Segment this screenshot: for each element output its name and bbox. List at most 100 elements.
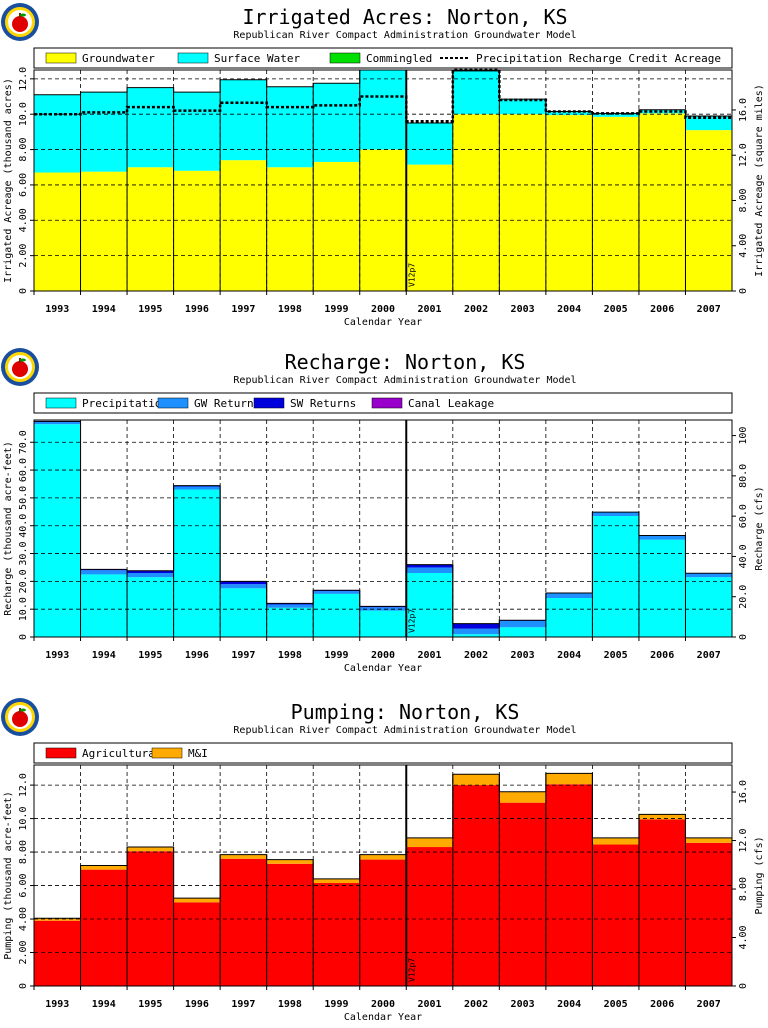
y-tick-label: 12.0 bbox=[18, 773, 29, 797]
plot-frame bbox=[33, 419, 733, 638]
y-tick-label: 6.00 bbox=[18, 873, 29, 897]
bar-segment bbox=[173, 898, 221, 903]
x-tick-label: 2002 bbox=[464, 650, 488, 661]
x-tick-label: 2003 bbox=[511, 650, 535, 661]
y-tick-label: 2.00 bbox=[18, 940, 29, 964]
legend-label: Groundwater bbox=[82, 52, 155, 65]
bar-segment bbox=[406, 164, 453, 291]
bar-segment bbox=[638, 113, 686, 291]
y-tick-label: 60.0 bbox=[18, 458, 29, 482]
x-tick-label: 1998 bbox=[278, 650, 302, 661]
bar-segment bbox=[173, 486, 221, 490]
bar-segment bbox=[359, 859, 407, 986]
bar-segment bbox=[127, 570, 174, 574]
x-tick-label: 1995 bbox=[138, 304, 162, 315]
x-tick-label: 1999 bbox=[324, 650, 348, 661]
y-tick-label: 10.0 bbox=[18, 102, 29, 126]
y2-tick-label: 0 bbox=[738, 634, 749, 640]
y2-tick-label: 20.0 bbox=[738, 585, 749, 609]
y2-axis-title: Irrigated Acreage (square miles) bbox=[754, 84, 765, 277]
legend-box bbox=[33, 742, 733, 764]
chart-title: Pumping: Norton, KS bbox=[291, 700, 520, 724]
y2-tick-label: 60.0 bbox=[738, 504, 749, 528]
y-tick-label: 0 bbox=[18, 983, 29, 989]
x-tick-label: 2007 bbox=[697, 304, 721, 315]
x-tick-label: 2002 bbox=[464, 304, 488, 315]
bar-segment bbox=[220, 581, 267, 585]
apple-logo-icon bbox=[1, 3, 39, 41]
y-axis-title: Recharge (thousand acre-feet) bbox=[3, 441, 14, 616]
bar-segment bbox=[452, 114, 500, 291]
x-tick-label: 1996 bbox=[185, 650, 209, 661]
x-tick-label: 2005 bbox=[604, 304, 628, 315]
apple-logo-icon bbox=[1, 348, 39, 386]
chart-title: Irrigated Acres: Norton, KS bbox=[242, 5, 567, 29]
legend-swatch bbox=[329, 52, 361, 64]
y-axis-title: Pumping (thousand acre-feet) bbox=[3, 791, 14, 960]
x-tick-label: 2006 bbox=[650, 999, 674, 1010]
bar-segment bbox=[685, 130, 732, 291]
bar-segment bbox=[452, 634, 500, 637]
bar-segment bbox=[499, 627, 546, 637]
bar-segment bbox=[220, 160, 267, 291]
y-tick-label: 10.0 bbox=[18, 807, 29, 831]
bar-segment bbox=[638, 819, 686, 986]
bar-segment bbox=[220, 588, 267, 637]
legend-swatch bbox=[157, 397, 189, 409]
logo-apple bbox=[12, 361, 28, 377]
y-tick-label: 4.00 bbox=[18, 907, 29, 931]
x-tick-label: 2004 bbox=[557, 999, 581, 1010]
logo-apple-leaf bbox=[20, 358, 26, 362]
bar-segment bbox=[266, 86, 314, 168]
bar-segment bbox=[266, 607, 314, 637]
logo-apple-stem bbox=[19, 708, 21, 713]
y-axis-title: Irrigated Acreage (thousand acres) bbox=[3, 78, 14, 283]
bar-segment bbox=[313, 83, 360, 162]
version-marker-label: V12p7 bbox=[407, 609, 416, 633]
x-tick-label: 2000 bbox=[371, 999, 395, 1010]
bar-segment bbox=[313, 593, 360, 637]
legend-box bbox=[33, 47, 733, 69]
bar-segment bbox=[545, 111, 593, 116]
bar-segment bbox=[638, 814, 686, 820]
bar-segment bbox=[80, 570, 128, 575]
bar-segment bbox=[220, 584, 267, 589]
bar-segment bbox=[34, 920, 81, 986]
legend-swatch bbox=[45, 397, 77, 409]
x-tick-label: 2007 bbox=[697, 650, 721, 661]
bar-segment bbox=[266, 863, 314, 986]
y-tick-label: 2.00 bbox=[18, 244, 29, 268]
bar-segment bbox=[220, 854, 267, 859]
legend-swatch bbox=[253, 397, 285, 409]
bar-segment bbox=[266, 167, 314, 291]
apple-logo-icon bbox=[1, 698, 39, 736]
bar-segment bbox=[406, 573, 453, 637]
legend-label: Precipitation bbox=[82, 397, 168, 410]
version-marker-label: V12p7 bbox=[407, 958, 416, 982]
x-tick-label: 1993 bbox=[45, 304, 69, 315]
x-tick-label: 2003 bbox=[511, 999, 535, 1010]
x-tick-label: 2001 bbox=[417, 650, 441, 661]
bar-segment bbox=[638, 535, 686, 540]
bar-segment bbox=[313, 883, 360, 986]
bar-segment bbox=[359, 70, 407, 150]
bar-segment bbox=[127, 87, 174, 168]
y-tick-label: 20.0 bbox=[18, 569, 29, 593]
x-tick-label: 1993 bbox=[45, 999, 69, 1010]
y2-tick-label: 40.0 bbox=[738, 544, 749, 568]
x-tick-label: 1999 bbox=[324, 999, 348, 1010]
logo-apple-leaf bbox=[20, 13, 26, 17]
bar-segment bbox=[499, 802, 546, 986]
y2-tick-label: 12.0 bbox=[738, 143, 749, 167]
y2-tick-label: 4.00 bbox=[738, 234, 749, 258]
precip-credit-line bbox=[34, 68, 732, 123]
y-tick-label: 12.0 bbox=[18, 67, 29, 91]
bar-segment bbox=[592, 837, 639, 845]
y2-tick-label: 8.00 bbox=[738, 188, 749, 212]
bar-segment bbox=[313, 591, 360, 594]
legend-swatch bbox=[371, 397, 403, 409]
x-tick-label: 1994 bbox=[92, 650, 116, 661]
y-tick-label: 6.00 bbox=[18, 173, 29, 197]
logo-apple-leaf bbox=[20, 708, 26, 712]
